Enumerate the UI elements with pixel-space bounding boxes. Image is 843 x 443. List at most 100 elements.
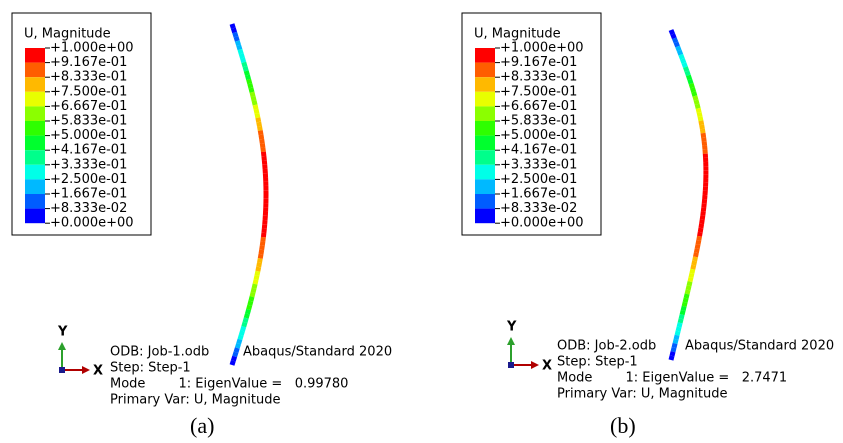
legend-label: +5.000e-01 <box>500 128 577 143</box>
beam-segment <box>258 267 259 271</box>
legend-label: +9.167e-01 <box>500 55 577 70</box>
beam-segment <box>253 96 254 100</box>
beam-segment <box>702 216 703 220</box>
beam-segment <box>696 253 697 257</box>
legend-swatch <box>475 92 495 107</box>
legend-swatch <box>475 209 495 224</box>
beam-segment <box>259 263 260 267</box>
beam-segment <box>240 50 241 54</box>
legend-swatch <box>25 77 45 92</box>
beam-segment <box>702 220 703 224</box>
beam-segment <box>254 101 255 105</box>
beam-segment <box>679 323 680 327</box>
beam-segment <box>263 237 264 241</box>
legend-label: +5.000e-01 <box>50 128 127 143</box>
beam-segment <box>701 224 702 228</box>
triad-y-head <box>507 337 515 345</box>
legend-label: +0.000e+00 <box>50 216 134 231</box>
legend-label: +9.167e-01 <box>50 55 127 70</box>
beam-segment <box>698 240 699 244</box>
beam-segment <box>696 249 697 253</box>
beam-segment <box>691 273 692 277</box>
legend-swatch <box>25 106 45 121</box>
beam-segment <box>680 319 681 323</box>
legend-label: +1.000e+00 <box>500 41 584 56</box>
beam-segment <box>703 133 704 137</box>
beam-segment <box>686 294 687 298</box>
info-version: Abaqus/Standard 2020 <box>243 345 392 360</box>
beam-segment <box>247 75 248 79</box>
beam-segment <box>695 96 696 100</box>
beam-segment <box>677 331 678 335</box>
info-odb: ODB: Job-1.odb <box>110 345 209 360</box>
legend-label: +6.667e-01 <box>500 99 577 114</box>
legend-swatch <box>475 48 495 63</box>
beam-segment <box>239 45 240 49</box>
beam-segment <box>689 282 690 286</box>
legend-label: +8.333e-02 <box>50 201 127 216</box>
beam-segment <box>233 28 234 32</box>
info-version: Abaqus/Standard 2020 <box>685 339 834 354</box>
beam-segment <box>245 67 246 71</box>
legend-swatch <box>25 48 45 63</box>
legend-swatch <box>475 165 495 180</box>
legend-swatch <box>475 106 495 121</box>
beam-segment <box>691 84 692 88</box>
triad-y-label: Y <box>506 320 517 335</box>
beam-segment <box>692 88 693 92</box>
legend-swatch <box>25 92 45 107</box>
beam-segment <box>676 42 678 46</box>
beam-segment <box>681 55 683 59</box>
legend-label: +7.500e-01 <box>500 84 577 99</box>
legend-title: U, Magnitude <box>24 27 111 42</box>
legend-label: +8.333e-01 <box>50 70 127 85</box>
info-mode: Mode 1: EigenValue = 0.99780 <box>110 377 348 392</box>
beam-segment <box>678 327 679 331</box>
beam-segment <box>690 278 691 282</box>
beam-segment <box>237 344 238 348</box>
beam-segment <box>260 254 261 258</box>
legend-title: U, Magnitude <box>474 27 561 42</box>
beam-segment <box>255 280 256 284</box>
beam-segment <box>676 335 677 339</box>
legend-swatch <box>25 209 45 224</box>
triad-y-head <box>58 342 66 350</box>
triad-z <box>508 362 514 368</box>
beam-segment <box>252 92 253 96</box>
beam-segment <box>237 41 238 45</box>
legend-label: +6.667e-01 <box>50 99 127 114</box>
legend-swatch <box>25 136 45 151</box>
beam-segment <box>246 71 247 75</box>
beam-segment <box>699 113 700 117</box>
beam-segment <box>252 293 253 297</box>
beam-segment <box>249 305 250 309</box>
beam-segment <box>681 315 682 319</box>
beam-segment <box>257 114 258 118</box>
figure: U, Magnitude+1.000e+00+9.167e-01+8.333e-… <box>0 0 843 443</box>
beam-segment <box>675 339 676 343</box>
triad-y-label: Y <box>57 325 68 340</box>
info-var: Primary Var: U, Magnitude <box>557 387 728 402</box>
beam-segment <box>250 84 251 88</box>
beam-segment <box>692 269 693 273</box>
legend-swatch <box>25 63 45 78</box>
legend-label: +5.833e-01 <box>50 114 127 129</box>
legend-swatch <box>475 194 495 209</box>
legend-swatch <box>25 179 45 194</box>
beam-segment <box>241 54 242 58</box>
beam-segment <box>700 228 701 232</box>
beam-segment <box>262 143 263 147</box>
beam-segment <box>241 331 242 335</box>
info-var: Primary Var: U, Magnitude <box>110 393 281 408</box>
beam-segment <box>261 250 262 254</box>
legend-label: +1.000e+00 <box>50 41 134 56</box>
beam-segment <box>239 339 240 343</box>
beam-segment <box>253 288 254 292</box>
legend-swatch <box>475 136 495 151</box>
panel-caption: (b) <box>610 413 636 438</box>
triad-x-label: X <box>93 364 103 379</box>
beam-segment <box>703 212 704 216</box>
info-step: Step: Step-1 <box>557 355 638 370</box>
legend-label: +5.833e-01 <box>500 114 577 129</box>
beam-segment <box>673 348 674 352</box>
